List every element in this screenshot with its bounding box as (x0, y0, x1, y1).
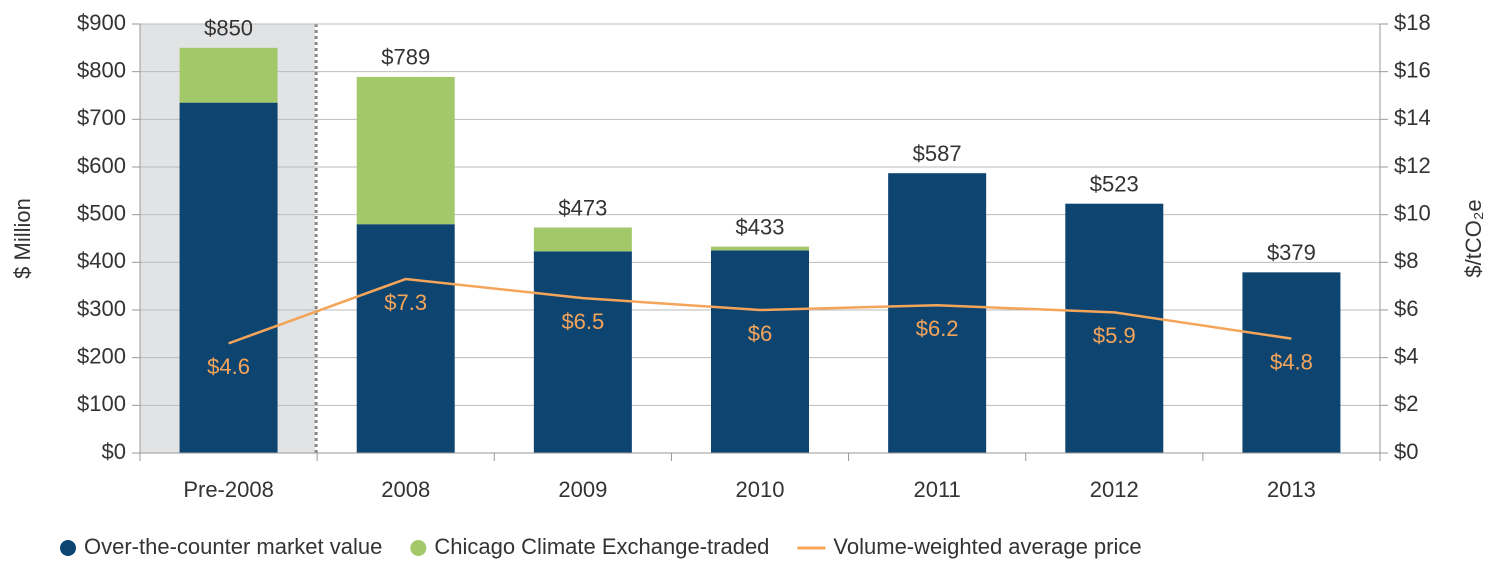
total-label: $789 (381, 45, 430, 70)
x-tick-label: 2009 (558, 477, 607, 502)
data-label: $5.9 (1093, 323, 1136, 348)
total-label: $379 (1267, 240, 1316, 265)
total-label: $850 (204, 16, 253, 41)
bar-segment (1065, 203, 1164, 453)
x-tick-label: 2011 (913, 477, 960, 502)
legend-label: Volume-weighted average price (833, 534, 1141, 559)
y-tick-label: $900 (77, 10, 126, 35)
bar-segment (179, 47, 278, 103)
legend-swatch (410, 540, 427, 556)
data-label: $4.8 (1270, 349, 1313, 374)
y-tick-label: $500 (77, 200, 126, 225)
bar-segment (888, 173, 987, 454)
y2-tick-label: $6 (1394, 296, 1418, 321)
y2-axis-label: $/tCO₂e (1461, 199, 1486, 277)
y2-tick-label: $4 (1394, 343, 1418, 368)
total-label: $587 (913, 141, 962, 166)
legend-label: Over-the-counter market value (84, 534, 382, 559)
y-tick-label: $200 (77, 343, 126, 368)
y2-tick-label: $0 (1394, 439, 1418, 464)
y-tick-label: $700 (77, 105, 126, 130)
y-tick-label: $400 (77, 248, 126, 273)
y2-tick-label: $14 (1394, 105, 1431, 130)
bar-segment (533, 227, 632, 252)
bar-segment (356, 224, 455, 453)
y2-tick-label: $10 (1394, 200, 1431, 225)
bar-segment (356, 76, 455, 225)
bar-segment (711, 246, 809, 251)
y2-tick-label: $12 (1394, 153, 1431, 178)
data-label: $6.2 (916, 316, 959, 341)
data-label: $7.3 (384, 290, 427, 315)
y-axis-label: $ Million (10, 198, 35, 279)
y-tick-label: $300 (77, 296, 126, 321)
x-tick-label: 2013 (1267, 477, 1316, 502)
y2-tick-label: $8 (1394, 248, 1418, 273)
y2-tick-label: $18 (1394, 10, 1431, 35)
legend-label: Chicago Climate Exchange-traded (434, 534, 769, 559)
x-tick-label: Pre-2008 (183, 477, 274, 502)
y2-tick-label: $2 (1394, 391, 1418, 416)
bar-segment (179, 102, 278, 454)
data-label: $6.5 (561, 309, 604, 334)
y-tick-label: $600 (77, 153, 126, 178)
y-tick-label: $100 (77, 391, 126, 416)
bar-segment (1242, 272, 1341, 453)
x-tick-label: 2012 (1090, 477, 1139, 502)
y2-tick-label: $16 (1394, 57, 1431, 82)
bar-segment (711, 250, 809, 453)
total-label: $473 (558, 195, 607, 220)
data-label: $6 (748, 321, 772, 346)
legend-swatch (60, 540, 76, 556)
y-tick-label: $0 (102, 439, 126, 464)
total-label: $433 (736, 214, 785, 239)
bar-segment (533, 251, 632, 453)
y-tick-label: $800 (77, 57, 126, 82)
data-label: $4.6 (207, 354, 250, 379)
total-label: $523 (1090, 172, 1139, 197)
x-tick-label: 2010 (736, 477, 785, 502)
line (228, 277, 1292, 345)
x-tick-label: 2008 (381, 477, 430, 502)
